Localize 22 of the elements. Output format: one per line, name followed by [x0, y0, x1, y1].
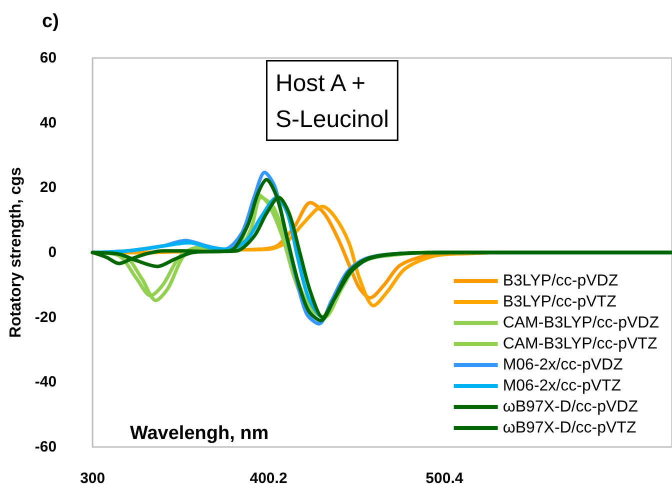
x-tick-label: 300 — [80, 470, 106, 487]
legend-label: M06-2x/cc-pVTZ — [502, 378, 622, 394]
y-tick-label: 20 — [40, 179, 57, 196]
legend-label: B3LYP/cc-pVDZ — [502, 272, 618, 290]
legend-label: M06-2x/cc-pVDZ — [502, 356, 624, 374]
legend-label: ωB97X-D/cc-pVDZ — [502, 398, 638, 416]
legend-label: CAM-B3LYP/cc-pVDZ — [502, 314, 660, 332]
y-tick-label: -40 — [34, 374, 57, 391]
y-tick-label: 40 — [40, 114, 57, 132]
y-tick-label: -60 — [34, 438, 57, 456]
x-tick-label: 500.4 — [426, 470, 464, 487]
legend-label: CAM-B3LYP/cc-pVTZ — [502, 336, 658, 352]
legend-label: ωB97X-D/cc-pVTZ — [502, 420, 636, 436]
chart-title: c) — [42, 11, 59, 32]
y-tick-label: -20 — [34, 308, 57, 326]
y-tick-label: 0 — [48, 244, 57, 261]
y-tick-label: 60 — [40, 50, 57, 66]
y-axis-title: Rotatory strength, cgs — [8, 167, 24, 338]
annotation: Host A + S-Leucinol — [276, 70, 389, 133]
x-tick-label: 400.2 — [250, 470, 288, 487]
legend-label: B3LYP/cc-pVTZ — [502, 294, 617, 310]
x-axis-title: Wavelengh, nm — [130, 423, 269, 444]
